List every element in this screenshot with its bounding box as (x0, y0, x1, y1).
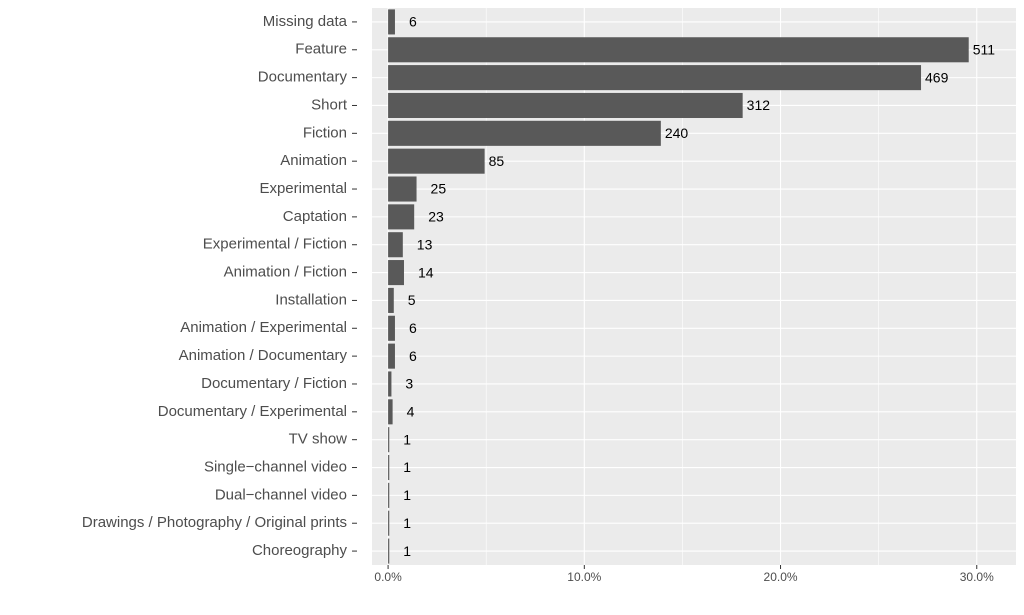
x-tick-label: 10.0% (567, 570, 601, 584)
y-tick-label: Installation (275, 291, 347, 308)
bar (388, 9, 395, 35)
bar (388, 232, 403, 258)
data-label: 23 (428, 209, 444, 225)
data-label: 1 (403, 459, 411, 475)
bar (388, 65, 922, 91)
data-label: 6 (409, 14, 417, 30)
bar (388, 37, 969, 63)
y-tick-label: Dual−channel video (215, 486, 347, 503)
data-label: 1 (403, 543, 411, 559)
bar (388, 92, 743, 119)
bar (388, 287, 394, 313)
y-tick-label: Animation / Fiction (224, 264, 347, 281)
bar (388, 399, 393, 425)
bar (388, 482, 390, 508)
y-tick-label: Feature (295, 41, 347, 58)
bar (388, 427, 390, 453)
x-tick-label: 0.0% (374, 570, 402, 584)
bar (388, 148, 485, 174)
y-tick-label: TV show (289, 431, 348, 448)
data-label: 25 (431, 181, 447, 197)
y-tick-label: Captation (283, 208, 347, 225)
y-tick-label: Documentary / Fiction (201, 375, 347, 392)
data-label: 5 (408, 292, 416, 308)
bar (388, 315, 395, 341)
bar (388, 343, 395, 369)
y-tick-label: Choreography (252, 542, 348, 559)
bar (388, 120, 661, 146)
bar (388, 260, 404, 286)
x-tick-label: 30.0% (960, 570, 994, 584)
y-tick-label: Animation / Documentary (179, 347, 348, 364)
y-tick-label: Missing data (263, 13, 348, 30)
data-label: 1 (403, 515, 411, 531)
y-tick-label: Experimental / Fiction (203, 236, 347, 253)
bar (388, 510, 390, 536)
y-tick-label: Animation (280, 152, 347, 169)
data-label: 240 (665, 125, 689, 141)
data-label: 469 (925, 69, 949, 85)
y-tick-label: Experimental (259, 180, 347, 197)
data-label: 4 (407, 404, 415, 420)
data-label: 312 (747, 97, 771, 113)
data-label: 6 (409, 348, 417, 364)
y-tick-label: Documentary (258, 69, 348, 86)
y-tick-label: Animation / Experimental (180, 319, 347, 336)
bar (388, 371, 392, 397)
y-tick-label: Single−channel video (204, 458, 347, 475)
x-tick-label: 20.0% (764, 570, 798, 584)
data-label: 1 (403, 431, 411, 447)
y-tick-label: Fiction (303, 124, 347, 141)
bar (388, 454, 390, 481)
bar (388, 538, 390, 564)
data-label: 511 (973, 41, 996, 57)
y-tick-label: Documentary / Experimental (158, 403, 347, 420)
data-label: 85 (489, 153, 505, 169)
data-label: 13 (417, 236, 433, 252)
bar (388, 176, 417, 202)
panel (372, 8, 1016, 565)
data-label: 1 (403, 487, 411, 503)
data-label: 14 (418, 264, 434, 280)
data-label: 3 (405, 376, 413, 392)
data-label: 6 (409, 320, 417, 336)
y-tick-label: Drawings / Photography / Original prints (82, 514, 347, 531)
y-tick-label: Short (311, 96, 348, 113)
bar (388, 204, 415, 230)
